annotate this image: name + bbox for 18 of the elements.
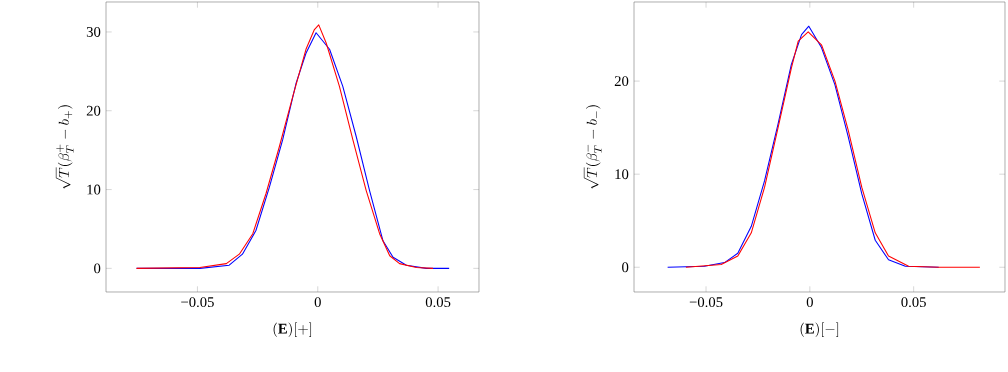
y-tick-label: 0 [622,262,629,273]
x-tick-label: −0.05 [689,297,723,308]
line-series [685,31,981,268]
y-axis-title: $\sqrt{T}(\beta_T^+ - b_+)$ [55,105,74,190]
x-tick-label: 0 [806,297,813,308]
y-tick-label: 20 [614,76,629,87]
x-tick-label: 0.05 [901,297,926,308]
x-tick-label: 0.05 [425,297,451,308]
y-tick-label: 30 [86,27,101,37]
x-tick-label: 0 [314,297,321,308]
y-tick-label: 10 [87,184,101,195]
y-tick-label: 0 [94,263,101,274]
y-axis-title: $\sqrt{T}(\beta_T^- - b_-)$ [583,105,602,190]
x-tick-label: −0.05 [181,297,214,308]
x-axis-title: $(\mathbf{E})[+]$ [273,322,312,338]
x-axis-title: $(\mathbf{E})[-]$ [800,322,839,338]
y-tick-label: 10 [615,169,629,180]
y-tick-label: 20 [86,105,101,116]
